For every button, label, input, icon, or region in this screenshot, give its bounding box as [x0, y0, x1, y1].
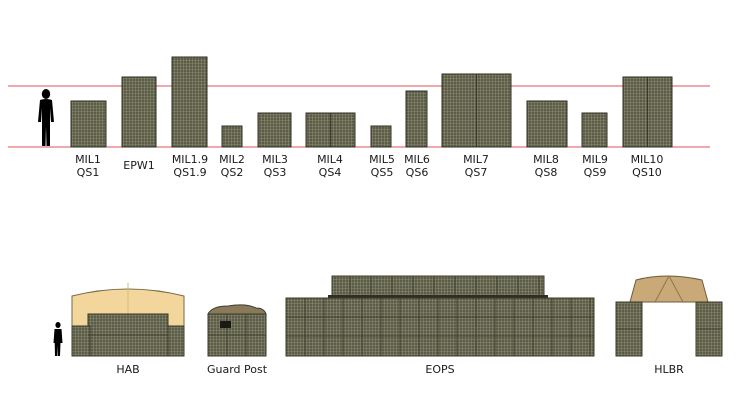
- unit-label-mil2: MIL2 QS2: [219, 153, 245, 179]
- hab-structure: [71, 283, 185, 357]
- gabion-unit-mil5: [370, 125, 392, 148]
- unit-label-mil10: MIL10 QS10: [630, 153, 664, 179]
- eops-structure: [285, 275, 595, 357]
- structure-label-hlbr: HLBR: [654, 363, 684, 376]
- unit-label-epw1: EPW1: [123, 159, 155, 172]
- gabion-unit-mil2: [221, 125, 243, 148]
- gabion-unit-mil6: [405, 90, 428, 148]
- gabion-unit-mil1-9: [171, 56, 208, 148]
- unit-label-mil1-9: MIL1.9 QS1.9: [171, 153, 209, 179]
- gabion-unit-mil9: [581, 112, 608, 148]
- gabion-unit-mil1: [70, 100, 107, 148]
- unit-label-mil3: MIL3 QS3: [262, 153, 288, 179]
- structure-label-eops: EOPS: [425, 363, 455, 376]
- hlbr-structure: [615, 275, 723, 357]
- structure-label-guard-post: Guard Post: [206, 363, 268, 376]
- unit-label-mil7: MIL7 QS7: [463, 153, 489, 179]
- unit-label-mil9: MIL9 QS9: [582, 153, 608, 179]
- unit-label-mil4: MIL4 QS4: [317, 153, 343, 179]
- unit-label-mil1: MIL1 QS1: [75, 153, 101, 179]
- guard-post-structure: [207, 304, 267, 357]
- unit-label-mil8: MIL8 QS8: [533, 153, 559, 179]
- human-scale-figure: [38, 89, 54, 146]
- unit-label-mil6: MIL6 QS6: [404, 153, 430, 179]
- gabion-unit-mil3: [257, 112, 292, 148]
- gabion-unit-epw1: [121, 76, 157, 148]
- structure-label-hab: HAB: [116, 363, 140, 376]
- unit-label-mil5: MIL5 QS5: [369, 153, 395, 179]
- gabion-unit-mil8: [526, 100, 568, 148]
- human-scale-figure-small: [53, 322, 63, 356]
